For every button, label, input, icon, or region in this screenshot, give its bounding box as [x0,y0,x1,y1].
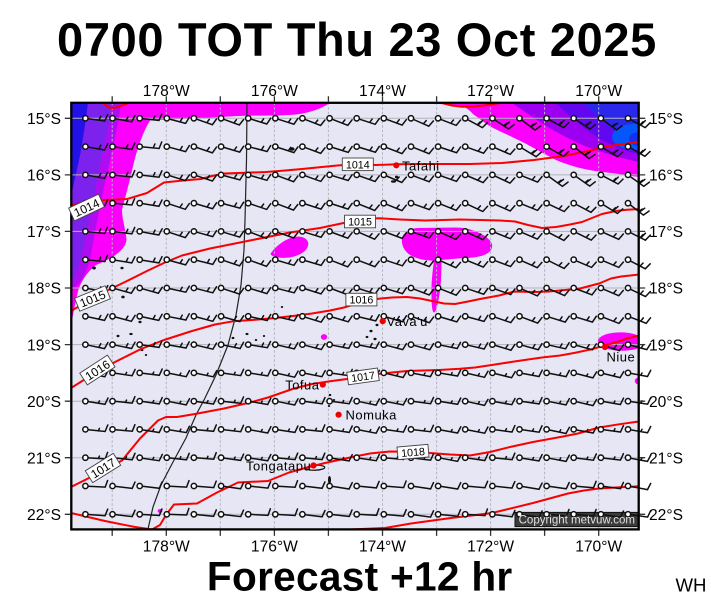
svg-text:172°W: 172°W [467,83,514,100]
svg-text:18°S: 18°S [649,281,683,298]
svg-text:15°S: 15°S [27,111,61,128]
svg-text:Vava'u: Vava'u [387,314,428,329]
svg-text:19°S: 19°S [649,337,683,354]
svg-text:174°W: 174°W [359,83,406,100]
svg-text:1018: 1018 [401,446,426,460]
svg-text:Forecast +12 hr: Forecast +12 hr [207,554,513,600]
svg-text:174°W: 174°W [359,539,406,556]
svg-text:22°S: 22°S [27,507,61,524]
svg-text:Copyright metvuw.com: Copyright metvuw.com [519,515,635,527]
svg-text:21°S: 21°S [649,450,683,467]
svg-text:Tafahi: Tafahi [402,159,440,174]
svg-text:Nomuka: Nomuka [346,408,398,423]
svg-text:1016: 1016 [350,295,374,307]
svg-text:176°W: 176°W [251,83,298,100]
svg-text:1014: 1014 [346,159,370,171]
svg-text:170°W: 170°W [575,539,622,556]
svg-text:176°W: 176°W [251,539,298,556]
svg-text:172°W: 172°W [467,539,514,556]
svg-text:170°W: 170°W [575,83,622,100]
svg-text:22°S: 22°S [649,507,683,524]
svg-text:0700 TOT Thu 23 Oct 2025: 0700 TOT Thu 23 Oct 2025 [57,13,657,66]
svg-text:178°W: 178°W [143,83,190,100]
svg-text:16°S: 16°S [27,168,61,185]
svg-text:Tofua: Tofua [285,378,320,393]
svg-text:1015: 1015 [348,217,372,229]
svg-text:15°S: 15°S [649,111,683,128]
svg-text:1017: 1017 [351,370,376,385]
svg-text:17°S: 17°S [649,224,683,241]
svg-text:20°S: 20°S [27,394,61,411]
svg-text:178°W: 178°W [143,539,190,556]
svg-text:20°S: 20°S [649,394,683,411]
svg-text:WH: WH [676,574,707,595]
svg-text:18°S: 18°S [27,281,61,298]
svg-text:17°S: 17°S [27,224,61,241]
svg-text:Niue: Niue [607,350,636,365]
svg-text:21°S: 21°S [27,450,61,467]
svg-text:Tongatapu: Tongatapu [246,459,311,474]
svg-text:16°S: 16°S [649,168,683,185]
svg-text:19°S: 19°S [27,337,61,354]
